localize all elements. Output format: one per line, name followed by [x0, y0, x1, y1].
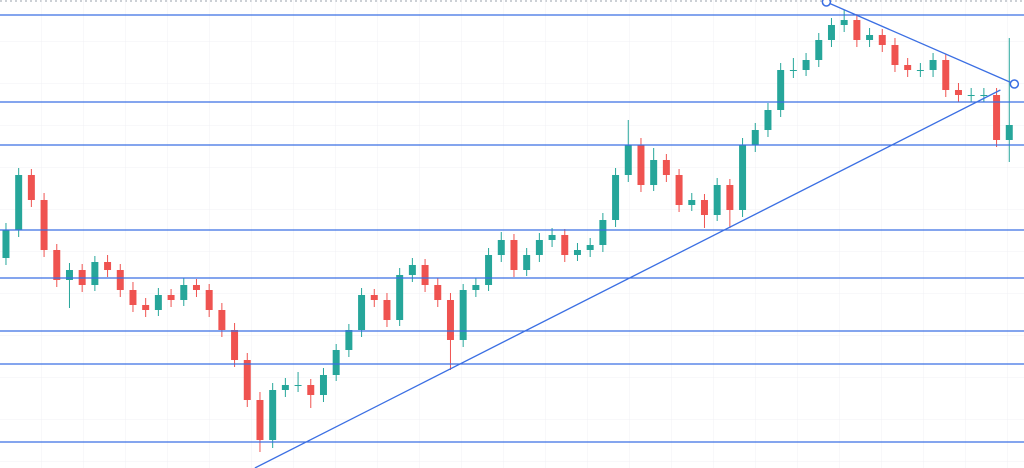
candle-body — [993, 95, 1001, 140]
candle-body — [802, 60, 810, 70]
trend-line — [826, 1, 1015, 85]
candle-body — [624, 145, 632, 175]
candle-body — [675, 175, 683, 205]
candle-body — [434, 285, 442, 300]
candle-body — [485, 255, 493, 285]
candle-body — [573, 250, 581, 255]
candle-body — [751, 130, 759, 145]
candle-body — [256, 400, 264, 440]
candle-body — [2, 230, 10, 258]
candle-body — [27, 175, 35, 200]
candle-body — [307, 385, 315, 395]
candle-body — [91, 262, 99, 285]
candle-body — [421, 265, 429, 285]
candle-body — [370, 295, 378, 300]
candle-body — [1005, 125, 1013, 140]
candle-body — [548, 235, 556, 240]
candle-body — [472, 285, 480, 290]
candle-body — [840, 20, 848, 25]
candle-body — [294, 385, 302, 386]
candle-body — [523, 255, 531, 270]
candle-body — [269, 390, 277, 440]
candle-body — [637, 145, 645, 185]
candle-body — [586, 245, 594, 250]
candle-body — [459, 290, 467, 340]
candle-body — [599, 220, 607, 245]
candle-body — [15, 175, 23, 230]
candle-body — [231, 330, 239, 360]
candle-body — [446, 300, 454, 340]
candle-body — [904, 65, 912, 70]
candle-body — [53, 250, 61, 280]
candle-body — [612, 175, 620, 220]
trend-handle — [821, 0, 832, 7]
candle-body — [383, 300, 391, 320]
candle-body — [497, 240, 505, 255]
candle-body — [942, 60, 950, 90]
candle-body — [980, 95, 988, 96]
candle-body — [154, 295, 162, 310]
candle-body — [713, 185, 721, 215]
candle-body — [815, 40, 823, 60]
candle-body — [358, 295, 366, 330]
trend-line — [254, 89, 1001, 468]
candle-body — [662, 160, 670, 175]
candle-body — [777, 70, 785, 110]
candle-body — [167, 295, 175, 300]
candle-body — [319, 375, 327, 395]
candle-body — [142, 305, 150, 310]
candle-body — [129, 290, 137, 305]
candle-body — [180, 285, 188, 300]
candle-body — [65, 270, 73, 280]
candle-body — [700, 200, 708, 215]
candle-body — [853, 20, 861, 40]
candle-body — [789, 70, 797, 71]
candle-body — [764, 110, 772, 130]
candle-body — [535, 240, 543, 255]
candle-body — [40, 200, 48, 250]
candle-body — [929, 60, 937, 70]
candle-body — [827, 25, 835, 40]
candle-body — [408, 265, 416, 275]
candle-body — [561, 235, 569, 255]
candle-body — [866, 35, 874, 40]
candle-body — [192, 285, 200, 290]
candle-body — [650, 160, 658, 185]
candle-body — [739, 145, 747, 210]
candle-body — [878, 35, 886, 45]
candle-body — [510, 240, 518, 270]
candle-body — [104, 262, 112, 270]
candle-body — [332, 350, 340, 375]
candle-body — [726, 185, 734, 210]
candle-body — [688, 200, 696, 205]
candle-body — [243, 360, 251, 400]
candle-body — [116, 270, 124, 290]
candle-body — [218, 310, 226, 330]
candle-body — [916, 70, 924, 71]
candle-body — [954, 90, 962, 95]
candle-body — [891, 45, 899, 65]
candle-body — [967, 95, 975, 96]
candle-body — [345, 330, 353, 350]
candle-body — [396, 275, 404, 320]
candle-body — [205, 290, 213, 310]
trend-handle — [1009, 79, 1020, 89]
candle-body — [281, 385, 289, 390]
